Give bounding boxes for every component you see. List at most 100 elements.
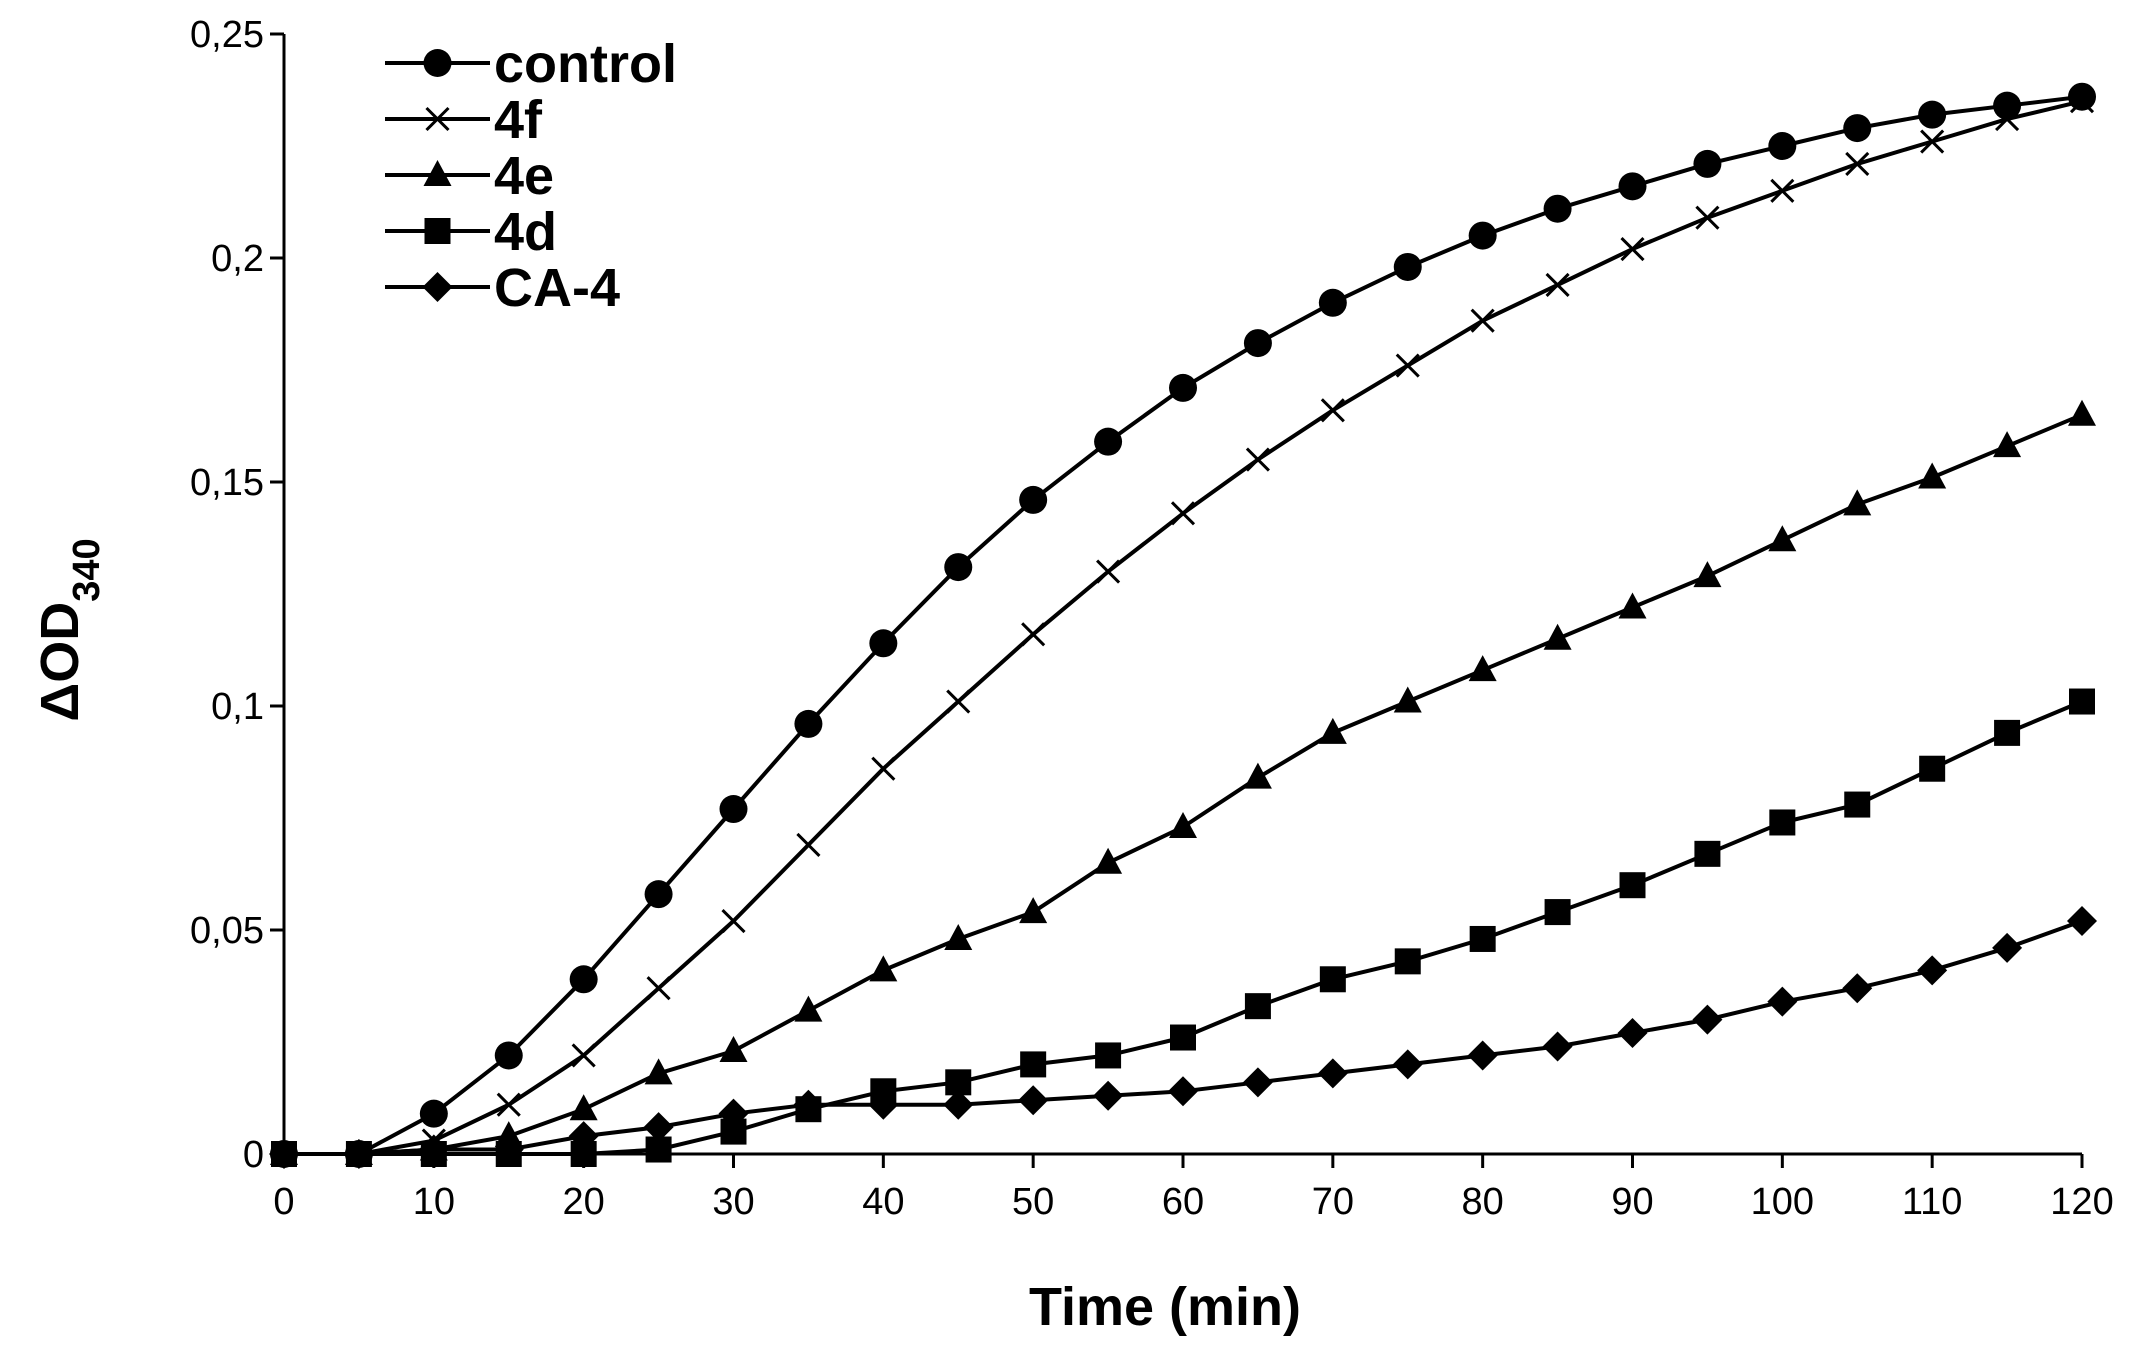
data-point-control xyxy=(419,1099,448,1128)
data-point-4d xyxy=(1394,948,1421,975)
data-point-4e xyxy=(1993,431,2022,458)
data-point-4f xyxy=(1096,559,1121,584)
data-point-4e xyxy=(869,955,898,982)
data-point-4f xyxy=(721,908,746,934)
data-point-4e xyxy=(719,1035,748,1062)
data-point-4f xyxy=(496,1092,521,1117)
data-point-4f xyxy=(946,689,971,714)
series-CA-4 xyxy=(269,906,2097,1169)
data-point-4f xyxy=(1021,622,1046,647)
data-point-CA-4 xyxy=(1767,986,1798,1017)
data-point-CA-4 xyxy=(269,1139,299,1169)
data-point-CA-4 xyxy=(1018,1085,1049,1116)
data-point-control xyxy=(1468,221,1497,250)
x-tick-label: 30 xyxy=(712,1181,754,1223)
data-point-CA-4 xyxy=(943,1089,974,1120)
legend-label: control xyxy=(494,34,677,94)
data-point-4e xyxy=(1918,462,1947,489)
data-point-control xyxy=(1393,252,1422,281)
data-point-4f xyxy=(796,832,821,857)
data-point-control xyxy=(1618,172,1647,201)
legend-label: CA-4 xyxy=(494,258,620,318)
data-point-4e xyxy=(1843,489,1872,516)
data-point-control xyxy=(944,553,973,582)
data-point-control xyxy=(794,709,823,738)
data-point-4f xyxy=(1320,398,1345,423)
data-point-CA-4 xyxy=(1317,1058,1348,1089)
data-point-4d xyxy=(1919,755,1946,782)
x-tick-label: 90 xyxy=(1611,1181,1653,1223)
data-point-4e xyxy=(1543,623,1572,650)
legend-marker-4d xyxy=(424,218,451,244)
y-tick-label: 0,1 xyxy=(211,686,264,728)
data-point-4d xyxy=(1095,1042,1122,1069)
y-tick-label: 0,2 xyxy=(211,238,264,280)
data-point-4f xyxy=(1770,178,1795,203)
data-point-4f xyxy=(1695,205,1720,230)
x-tick-label: 50 xyxy=(1012,1181,1054,1223)
data-point-4e xyxy=(1468,655,1497,682)
data-point-CA-4 xyxy=(793,1089,824,1120)
axes: 0 0,05 0,1 0,15 0,2 0,25 0 10 20 30 40 50 60 70 80 90 10… xyxy=(190,14,2114,1223)
x-tick-label: 20 xyxy=(563,1181,605,1223)
data-point-4d xyxy=(1544,899,1571,926)
x-tick-label: 70 xyxy=(1312,1181,1354,1223)
data-point-4f xyxy=(1995,107,2020,132)
legend-entry-4d: 4d xyxy=(385,202,557,262)
data-point-4e xyxy=(569,1094,598,1121)
data-point-4d xyxy=(1844,791,1871,818)
data-point-CA-4 xyxy=(1242,1067,1273,1098)
series-4e xyxy=(270,399,2096,1165)
data-point-4f xyxy=(1170,501,1196,526)
x-tick-label: 40 xyxy=(862,1181,904,1223)
data-point-control xyxy=(569,965,598,994)
data-point-4e xyxy=(1768,525,1797,552)
data-point-control xyxy=(1243,329,1272,358)
data-point-4e xyxy=(1693,561,1722,588)
x-tick-label: 110 xyxy=(1902,1181,1963,1223)
data-point-4f xyxy=(1845,151,1870,176)
y-tick-label: 0 xyxy=(243,1134,264,1176)
legend-entry-4e: 4e xyxy=(385,146,554,206)
data-point-control xyxy=(1843,114,1872,143)
data-point-control xyxy=(719,795,748,824)
data-point-CA-4 xyxy=(1617,1018,1648,1049)
data-point-CA-4 xyxy=(1467,1040,1498,1071)
data-point-4e xyxy=(794,995,823,1022)
data-point-control xyxy=(1693,149,1722,178)
legend-marker-4e xyxy=(423,160,452,186)
data-point-control xyxy=(494,1041,523,1070)
data-point-4f xyxy=(871,756,896,781)
data-point-4f xyxy=(1620,236,1645,262)
data-point-control xyxy=(1543,194,1572,223)
x-tick-label: 100 xyxy=(1751,1181,1814,1223)
data-point-4d xyxy=(1020,1051,1047,1078)
data-point-control xyxy=(1768,132,1797,160)
y-tick-label: 0,15 xyxy=(190,462,264,504)
data-point-4e xyxy=(1318,717,1347,744)
legend-label: 4f xyxy=(494,90,543,150)
data-point-4e xyxy=(2068,399,2096,426)
data-point-CA-4 xyxy=(1168,1076,1198,1107)
data-point-CA-4 xyxy=(1692,1004,1723,1035)
data-point-control xyxy=(644,880,673,909)
data-point-control xyxy=(1094,427,1123,456)
data-point-control xyxy=(1318,288,1347,317)
data-point-control xyxy=(2068,82,2096,111)
legend-entry-4f: 4f xyxy=(385,90,543,150)
data-point-4f xyxy=(1920,129,1945,154)
data-point-4f xyxy=(571,1043,596,1068)
legend-marker-4f xyxy=(425,106,450,132)
x-tick-label: 60 xyxy=(1162,1181,1204,1223)
legend-label: 4e xyxy=(494,146,554,206)
x-tick-label: 10 xyxy=(413,1181,455,1223)
data-point-4d xyxy=(1319,966,1346,993)
data-point-CA-4 xyxy=(1992,932,2023,963)
data-point-4f xyxy=(2069,89,2095,114)
data-point-CA-4 xyxy=(493,1134,524,1165)
y-tick-label: 0,25 xyxy=(190,14,264,56)
x-tick-label: 80 xyxy=(1462,1181,1504,1223)
data-point-4f xyxy=(1470,308,1495,333)
